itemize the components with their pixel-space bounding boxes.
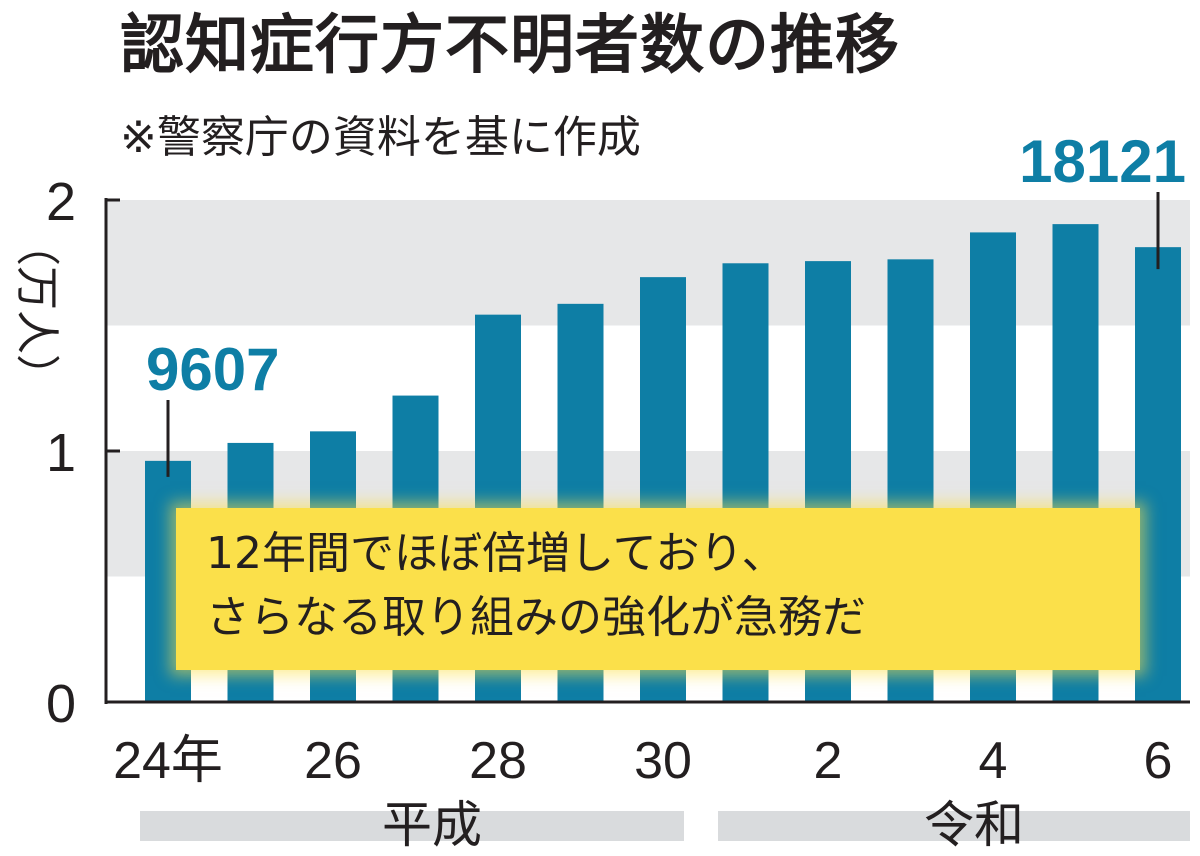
era-label: 令和 xyxy=(924,796,1024,854)
y-tick-label: 1 xyxy=(46,423,76,483)
y-unit-label: （万人） xyxy=(11,222,62,398)
chart-title: 認知症行方不明者数の推移 xyxy=(120,9,900,83)
note-line-1: 12年間でほぼ倍増しており、 xyxy=(206,528,786,579)
x-tick-label: 30 xyxy=(634,732,692,790)
y-ticks: 0 1 2 xyxy=(46,172,120,734)
callout-label: 9607 xyxy=(146,336,279,403)
era-labels: 平成 令和 xyxy=(140,796,1190,854)
x-tick-label: 2 xyxy=(814,732,843,790)
bar-12 xyxy=(1135,247,1181,702)
era-label: 平成 xyxy=(382,796,482,854)
callouts: 9607 18121 xyxy=(146,128,1186,477)
era-bar-1 xyxy=(718,811,1190,841)
y-axis-label: （万人） xyxy=(11,222,62,398)
y-tick-label: 0 xyxy=(46,674,76,734)
x-tick-label: 24年 xyxy=(113,732,223,790)
era-bar-0 xyxy=(140,811,684,841)
x-ticks: 24年 26 28 30 2 4 6 xyxy=(113,732,1172,790)
x-tick-label: 28 xyxy=(469,732,527,790)
callout-label: 18121 xyxy=(1019,128,1186,195)
x-tick-label: 26 xyxy=(304,732,362,790)
note-line-2: さらなる取り組みの強化が急務だ xyxy=(206,592,866,643)
x-tick-label: 4 xyxy=(979,732,1008,790)
highlight-note: 12年間でほぼ倍増しており、 さらなる取り組みの強化が急務だ xyxy=(176,508,1140,670)
x-tick-label: 6 xyxy=(1144,732,1173,790)
y-tick-label: 2 xyxy=(46,172,76,232)
source-note: ※警察庁の資料を基に作成 xyxy=(120,112,641,163)
